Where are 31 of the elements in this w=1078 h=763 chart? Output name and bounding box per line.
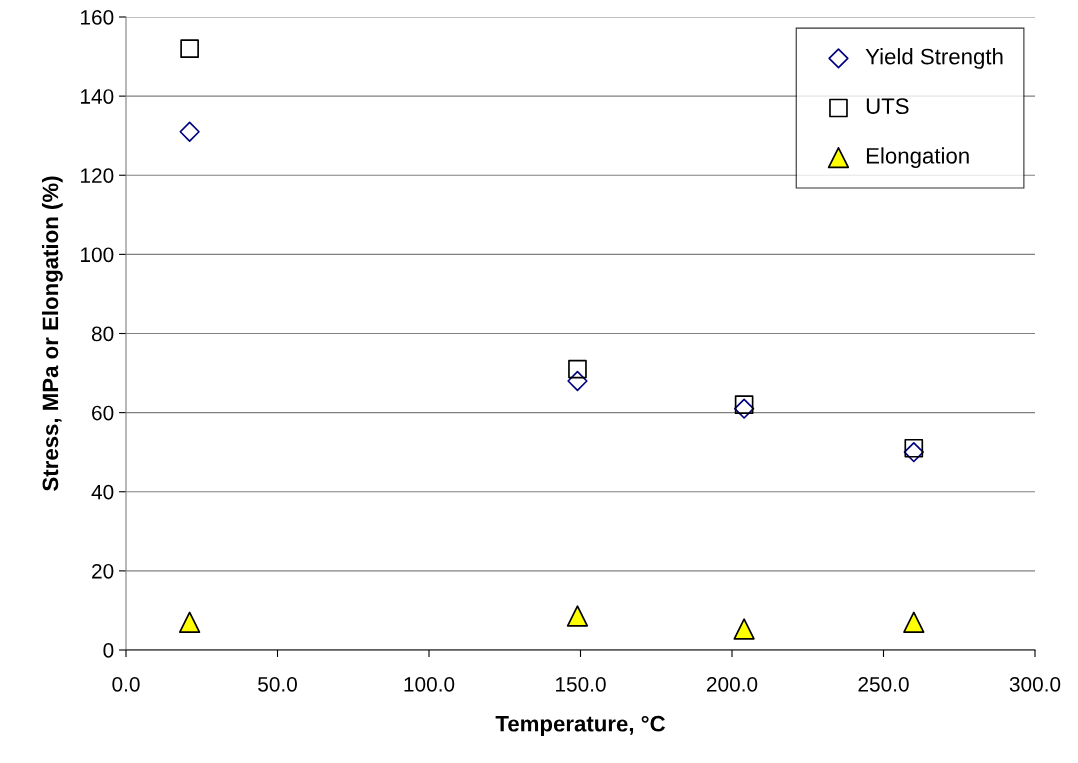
legend-label: UTS: [866, 98, 909, 115]
y-tick-label: 60: [92, 405, 114, 421]
x-tick-label: 150.0: [556, 676, 606, 692]
point: [566, 605, 589, 627]
y-tick-label: 20: [92, 563, 114, 579]
y-tick-label: 140: [81, 89, 114, 104]
y-tick-label: 80: [91, 326, 114, 342]
point: [178, 611, 201, 633]
y-tick-label: 0: [103, 643, 114, 658]
legend-label: Yield Strength: [865, 48, 1003, 69]
y-tick-label: 40: [91, 484, 114, 500]
y-tick-label: 100: [81, 247, 114, 263]
x-tick-label: 0.0: [112, 676, 140, 692]
point: [568, 359, 587, 379]
point: [903, 611, 925, 633]
x-tick-label: 250.0: [858, 676, 909, 692]
x-tick-label: 300.0: [1009, 676, 1061, 692]
x-tick-label: 200.0: [706, 676, 758, 692]
point: [180, 39, 199, 58]
y-tick-label: 120: [81, 168, 114, 183]
x-tick-label: 50.0: [258, 676, 297, 692]
y-axis-title: Stress, MPa or Elongation (%): [41, 176, 63, 491]
point: [179, 121, 200, 142]
y-tick-label: 160: [81, 10, 114, 25]
point: [567, 370, 588, 392]
x-tick-label: 100.0: [404, 676, 455, 692]
x-axis-title: Temperature, °C: [495, 715, 666, 736]
point: [903, 442, 924, 463]
point: [904, 438, 924, 458]
legend-label: Elongation: [866, 147, 969, 169]
point: [733, 618, 755, 640]
